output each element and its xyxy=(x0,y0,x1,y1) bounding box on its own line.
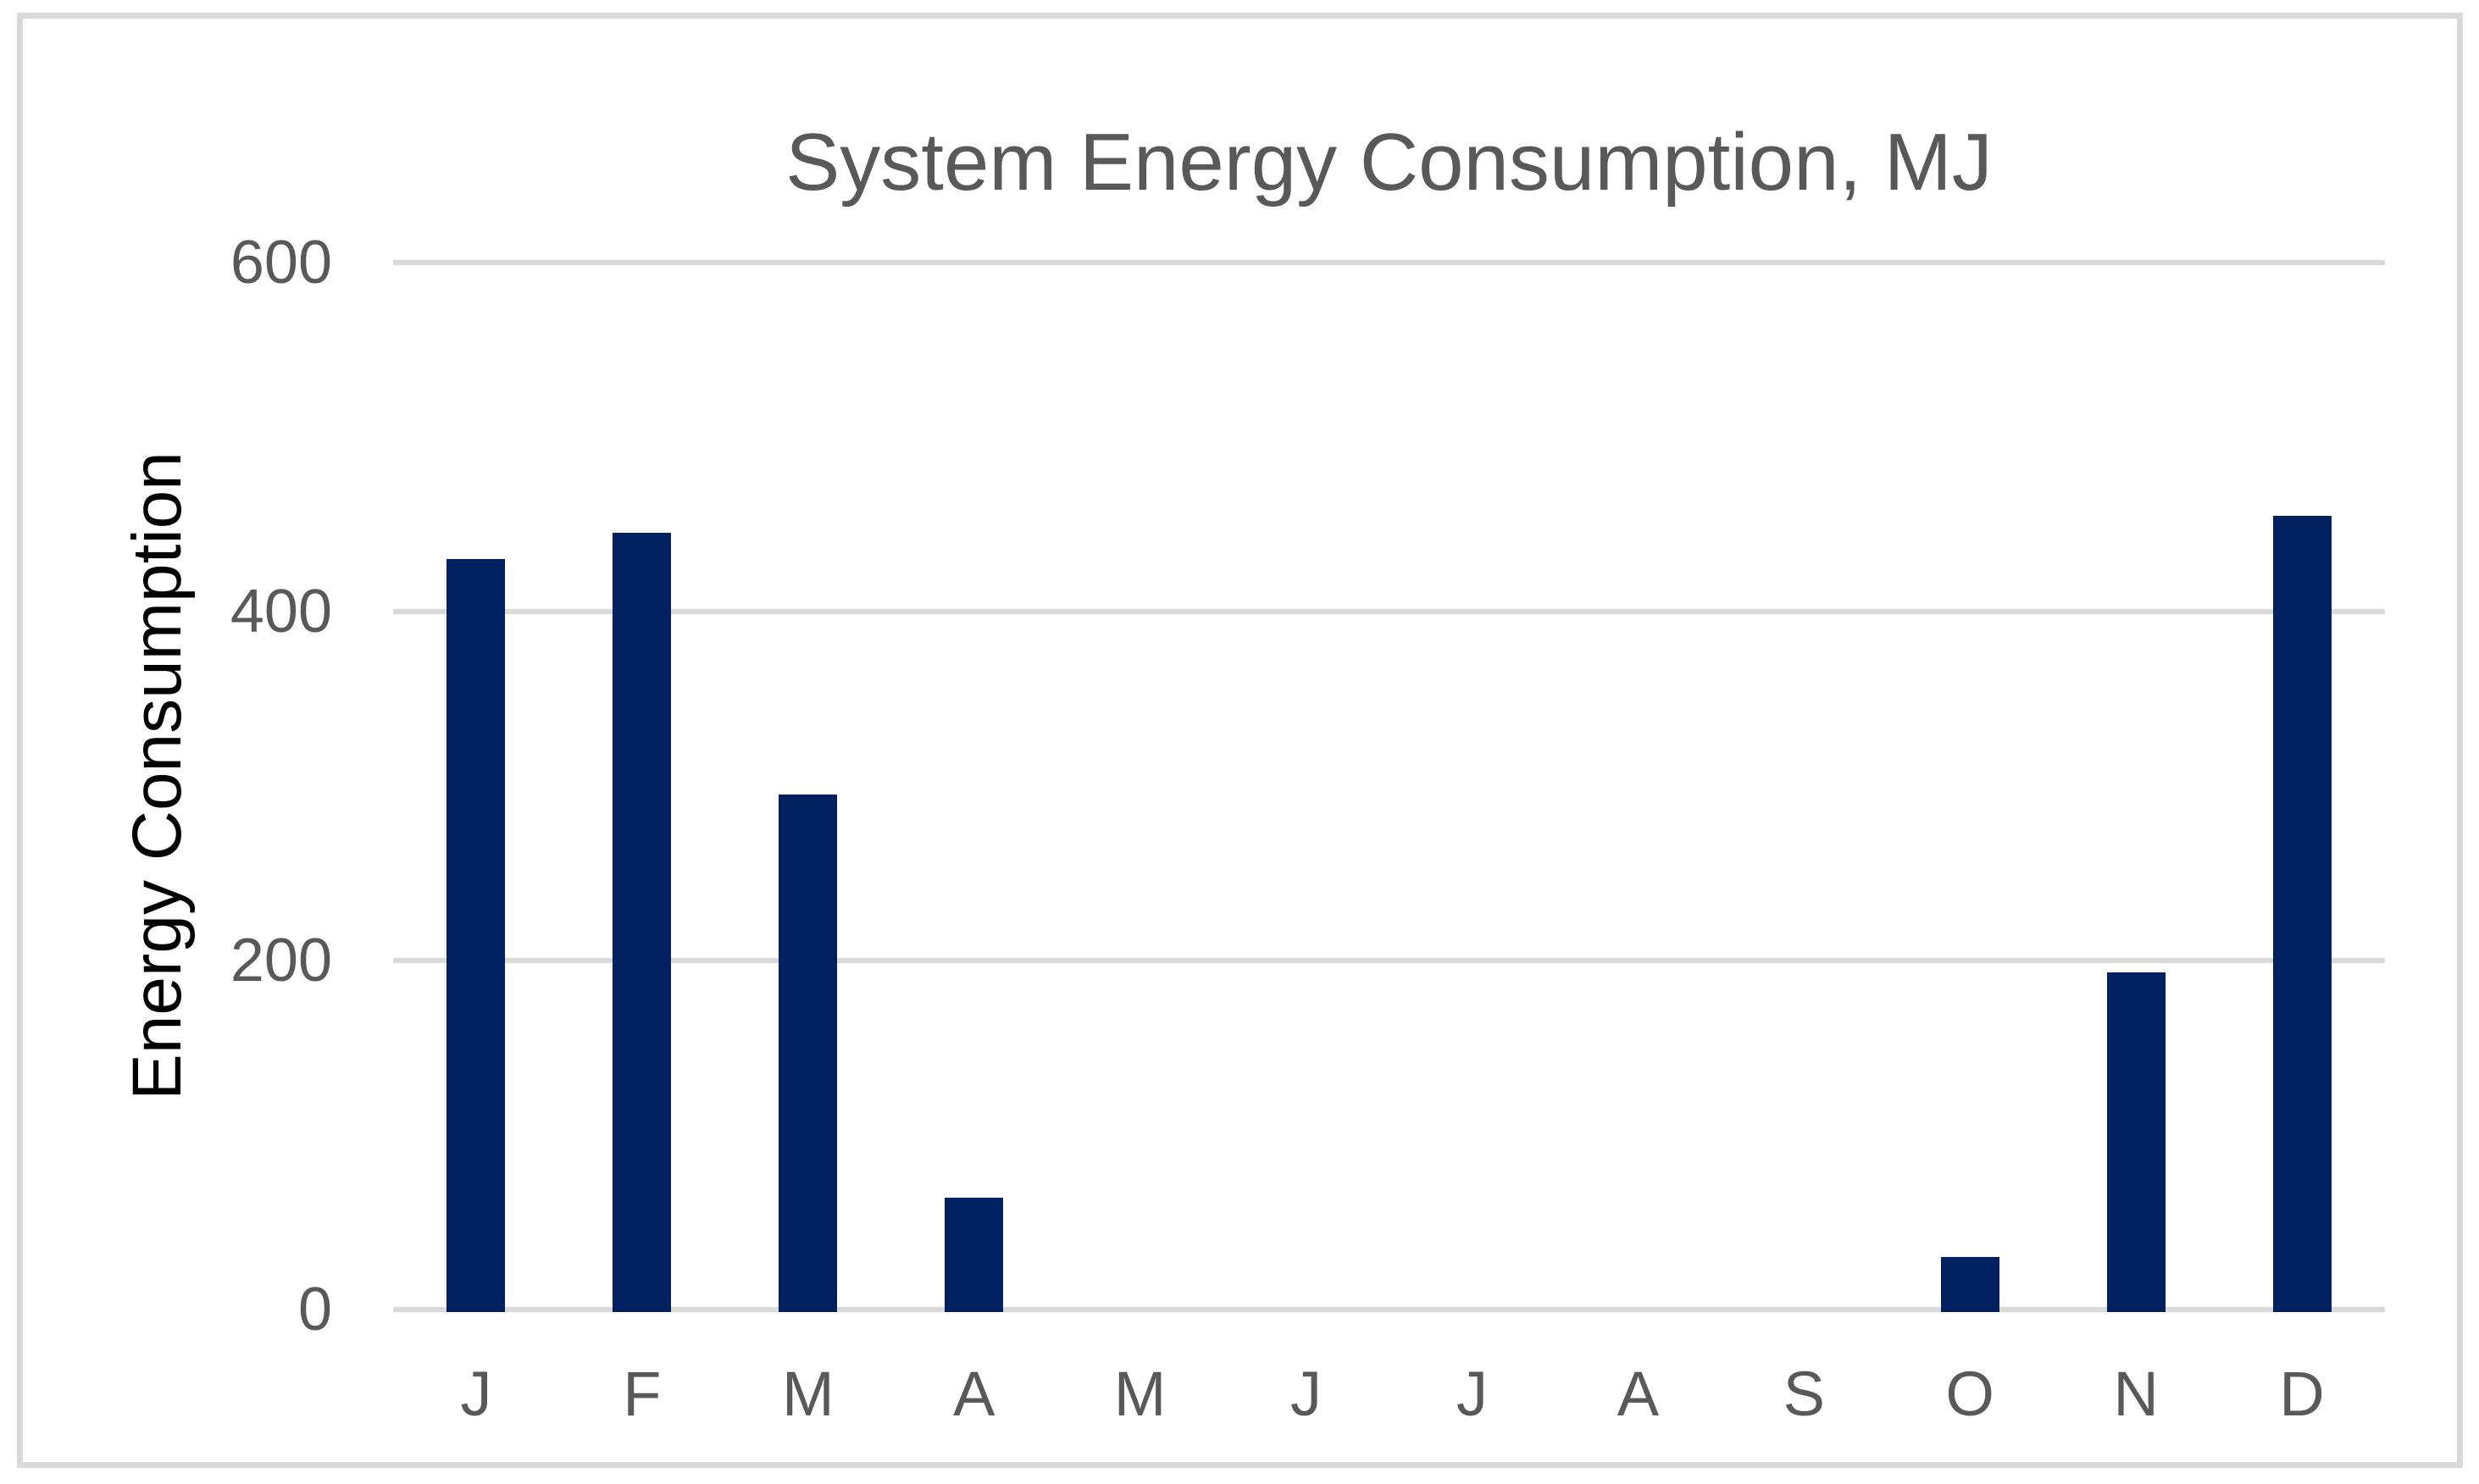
x-tick-label: M xyxy=(781,1359,835,1429)
x-tick-label: N xyxy=(2113,1359,2159,1429)
x-tick-label: J xyxy=(1456,1359,1488,1429)
x-tick-label: F xyxy=(623,1359,662,1429)
x-tick-label: A xyxy=(1617,1359,1660,1429)
bar xyxy=(779,795,838,1312)
gridline xyxy=(393,1307,2385,1312)
bar xyxy=(613,533,672,1312)
y-tick-label: 200 xyxy=(230,927,332,994)
chart-title: System Energy Consumption, MJ xyxy=(785,117,1993,208)
gridline xyxy=(393,609,2385,614)
x-tick-label: O xyxy=(1945,1359,1994,1429)
x-tick-label: J xyxy=(1290,1359,1323,1429)
bar xyxy=(446,559,506,1312)
x-tick-label: D xyxy=(2279,1359,2325,1429)
bar xyxy=(2272,515,2332,1312)
x-tick-label: A xyxy=(953,1359,995,1429)
gridline xyxy=(393,260,2385,265)
bar xyxy=(945,1198,1004,1312)
x-tick-label: M xyxy=(1113,1359,1167,1429)
y-tick-label: 0 xyxy=(297,1276,332,1343)
x-tick-label: S xyxy=(1783,1359,1825,1429)
bar xyxy=(2106,972,2166,1312)
bar xyxy=(1940,1257,1999,1312)
y-tick-label: 600 xyxy=(230,229,332,296)
x-tick-label: J xyxy=(460,1359,492,1429)
y-tick-label: 400 xyxy=(230,578,332,645)
gridline xyxy=(393,958,2385,963)
chart-border xyxy=(17,13,2463,1468)
